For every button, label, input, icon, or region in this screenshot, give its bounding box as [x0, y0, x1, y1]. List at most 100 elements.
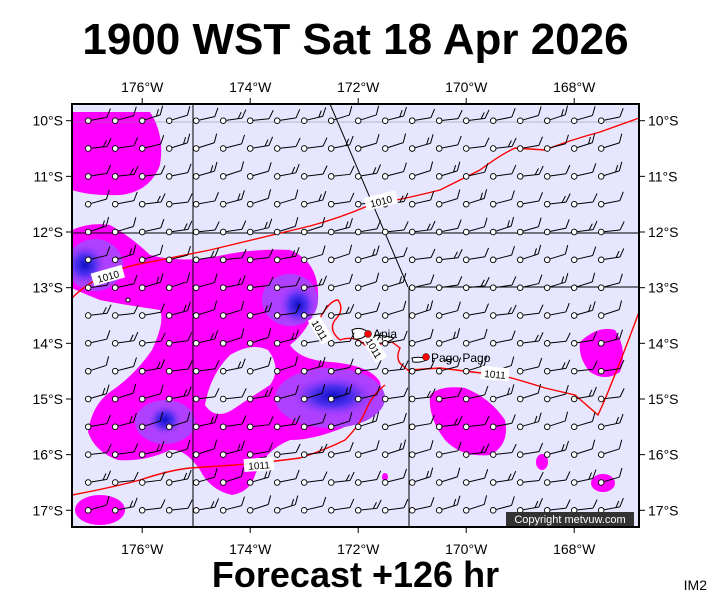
wind-barb-icon [435, 276, 463, 291]
wind-barb-icon [84, 384, 110, 403]
lon-label-bottom: 176°W [121, 541, 164, 557]
wind-barb-icon [138, 359, 166, 375]
wind-barb-icon [462, 189, 488, 208]
wind-barb-icon [165, 163, 192, 180]
wind-barb-icon [597, 439, 623, 458]
wind-barb-icon [138, 499, 166, 514]
wind-barb-icon [273, 356, 299, 375]
lat-label-left: 10°S [32, 113, 63, 129]
wind-barb-icon [489, 245, 515, 264]
island-small-1 [443, 358, 454, 363]
wind-barb-icon [327, 218, 353, 236]
isobar-label-2: 1010 [363, 190, 398, 211]
wind-barb-icon [597, 248, 625, 264]
svg-text:1010: 1010 [369, 194, 394, 210]
wind-barb-icon [192, 300, 218, 319]
wind-barb-icon [111, 383, 137, 403]
isobar-label-5: 1011 [480, 365, 510, 382]
wind-barb-icon [570, 133, 596, 152]
wind-barb-icon [408, 248, 436, 264]
wind-barb-icon [597, 108, 624, 124]
wind-barb-icon [381, 360, 409, 375]
wind-barb-icon [111, 191, 138, 208]
wind-barb-icon [273, 217, 299, 236]
wind-barb-icon [597, 359, 625, 375]
wind-barb-icon [462, 247, 490, 264]
wind-barb-icon [246, 416, 274, 431]
lat-label-right: 14°S [648, 335, 679, 351]
wind-barb-icon [516, 217, 542, 236]
wind-barb-icon [192, 439, 218, 458]
wind-barb-icon [165, 106, 191, 124]
wind-barb-icon [597, 467, 623, 486]
wind-barb-icon [435, 219, 462, 236]
wind-barb-icon [435, 467, 461, 486]
lon-label-top: 168°W [553, 79, 596, 95]
wind-barb-icon [408, 108, 436, 124]
wind-barb-icon [516, 383, 542, 403]
wind-barb-icon [273, 247, 300, 264]
wind-barb-icon [327, 358, 354, 375]
wind-barb-icon [435, 387, 463, 403]
wind-barb-icon [408, 190, 435, 208]
wind-barb-icon [435, 441, 462, 458]
wind-barbs [84, 105, 625, 514]
wind-barb-icon [354, 411, 380, 431]
wind-barb-icon [381, 498, 409, 514]
wind-barb-icon [327, 244, 353, 264]
wind-barb-icon [516, 498, 543, 514]
wind-barb-icon [327, 471, 355, 486]
wind-barb-icon [489, 137, 517, 152]
wind-barb-icon [111, 331, 139, 347]
wind-barb-icon [543, 332, 571, 347]
svg-text:1011: 1011 [484, 369, 507, 382]
wind-barb-icon [435, 357, 461, 375]
wind-barb-icon [489, 330, 516, 347]
wind-barb-icon [192, 360, 220, 375]
wind-barb-icon [111, 412, 137, 431]
wind-barb-icon [327, 165, 355, 180]
wind-barb-icon [543, 471, 571, 486]
wind-barb-icon [435, 189, 461, 208]
wind-barb-icon [489, 276, 517, 291]
rain-spot-sw [75, 495, 125, 525]
lat-label-left: 15°S [32, 391, 63, 407]
wind-barb-icon [543, 219, 570, 236]
wind-barb-icon [192, 221, 220, 236]
wind-barb-icon [570, 272, 596, 291]
wind-barb-icon [408, 388, 436, 403]
lat-label-right: 10°S [648, 113, 679, 129]
wind-barb-icon [543, 244, 569, 264]
axis-labels: 176°W 176°W 174°W 174°W 172°W 172°W 170°W 170°W… [32, 79, 678, 557]
wind-barb-icon [570, 193, 598, 208]
wind-barb-icon [354, 440, 380, 458]
wind-barb-icon [327, 498, 355, 514]
wind-barb-icon [273, 109, 301, 124]
wind-barb-icon [462, 385, 489, 403]
map-title: 1900 WST Sat 18 Apr 2026 [82, 15, 629, 64]
place-label-pago-pago: Pago Pago [431, 351, 491, 365]
wind-barb-icon [408, 161, 434, 180]
rain-spot-3 [382, 473, 388, 481]
wind-barb-icon [570, 220, 598, 236]
wind-barb-icon [165, 412, 191, 431]
wind-barb-icon [597, 329, 624, 347]
wind-barb-icon [138, 134, 165, 152]
rain-area-east [429, 387, 506, 456]
copyright-box: Copyright metvuw.com [506, 512, 634, 526]
wind-barb-icon [516, 357, 543, 375]
wind-barb-icon [516, 106, 542, 124]
wind-barb-icon [273, 329, 299, 347]
wind-barb-icon [327, 384, 353, 403]
wind-barb-icon [597, 300, 623, 319]
wind-barb-icon [327, 332, 355, 347]
wind-barb-icon [489, 190, 515, 208]
wind-barb-icon [408, 300, 434, 319]
wind-barb-icon [462, 277, 490, 291]
wind-barb-icon [165, 439, 191, 458]
wind-barb-icon [300, 165, 328, 180]
wind-barb-icon [462, 137, 490, 152]
wind-barb-icon [192, 107, 219, 124]
wind-barb-icon [543, 164, 571, 180]
wind-barb-icon [516, 332, 544, 347]
